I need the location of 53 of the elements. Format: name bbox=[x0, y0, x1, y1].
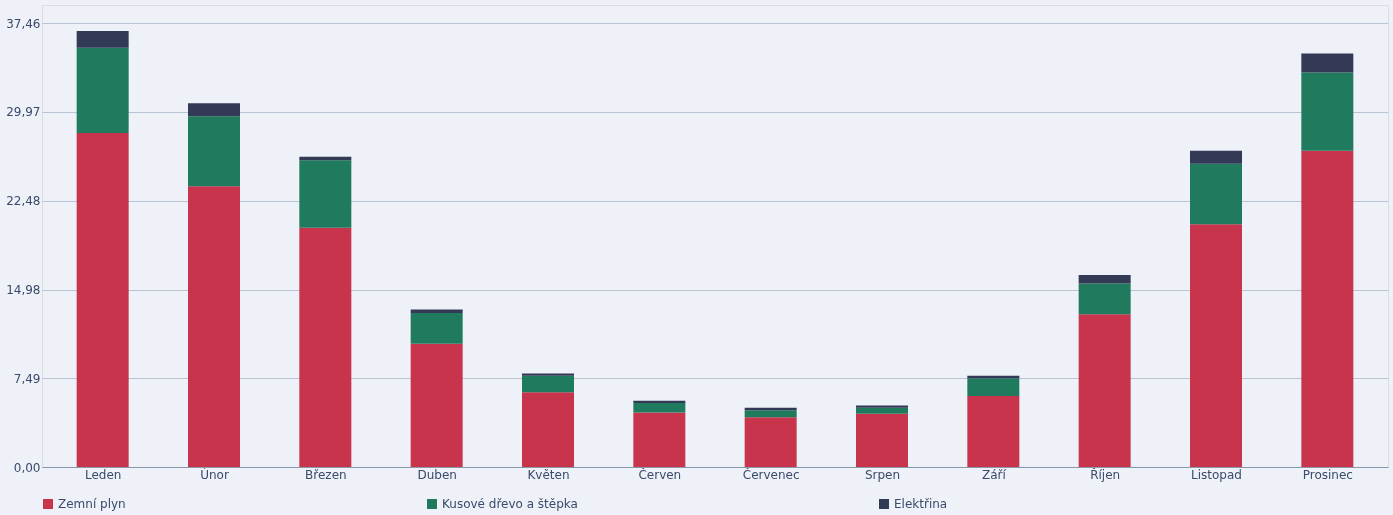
x-tick-label: Srpen bbox=[864, 467, 901, 482]
bar bbox=[744, 410, 797, 418]
x-tick-label: Květen bbox=[527, 467, 570, 482]
legend-label: Zemní plyn bbox=[58, 497, 126, 511]
bar bbox=[967, 378, 1020, 396]
bar bbox=[1301, 150, 1354, 467]
y-tick-label: 37,46 bbox=[6, 16, 41, 31]
bar bbox=[856, 407, 908, 414]
bar bbox=[1190, 163, 1242, 225]
y-tick-label: 29,97 bbox=[6, 105, 41, 120]
bar bbox=[856, 405, 908, 408]
x-tick-label: Září bbox=[981, 467, 1007, 482]
x-tick-label: Červenec bbox=[742, 466, 800, 482]
x-tick-label: Červen bbox=[638, 466, 682, 482]
bar bbox=[188, 116, 240, 187]
bar bbox=[1301, 72, 1354, 151]
bar bbox=[76, 31, 129, 48]
x-tick-label: Říjen bbox=[1090, 466, 1121, 482]
bar bbox=[967, 395, 1020, 467]
x-tick-label: Listopad bbox=[1191, 467, 1242, 482]
bar bbox=[633, 412, 686, 467]
bar bbox=[299, 160, 352, 228]
x-tick-label: Únor bbox=[200, 466, 229, 482]
bar bbox=[410, 343, 463, 467]
bar bbox=[1078, 283, 1131, 315]
y-tick-label: 14,98 bbox=[6, 283, 41, 298]
bar bbox=[299, 227, 352, 467]
y-tick-label: 7,49 bbox=[13, 371, 41, 386]
bar bbox=[76, 132, 129, 467]
x-tick-label: Leden bbox=[84, 467, 122, 482]
bar bbox=[522, 375, 574, 393]
bar bbox=[1078, 314, 1131, 467]
bar bbox=[76, 47, 129, 133]
bar bbox=[1190, 150, 1242, 164]
bar bbox=[633, 403, 686, 413]
bar bbox=[410, 309, 463, 313]
bar bbox=[188, 186, 240, 467]
y-tick-label: 0,00 bbox=[13, 460, 41, 475]
x-tick-label: Prosinec bbox=[1302, 467, 1353, 482]
legend-label: Kusové dřevo a štěpka bbox=[442, 497, 578, 511]
bar bbox=[522, 392, 574, 467]
bar bbox=[856, 413, 908, 467]
bar bbox=[1078, 275, 1131, 284]
y-tick-label: 22,48 bbox=[6, 194, 41, 209]
bar bbox=[410, 313, 463, 344]
bar bbox=[522, 373, 574, 376]
x-tick-label: Březen bbox=[305, 467, 347, 482]
bar bbox=[744, 417, 797, 467]
x-tick-label: Duben bbox=[417, 467, 457, 482]
bar bbox=[1190, 224, 1242, 467]
bar bbox=[188, 103, 240, 117]
legend-label: Elektřina bbox=[894, 497, 948, 511]
bar bbox=[1301, 53, 1354, 73]
